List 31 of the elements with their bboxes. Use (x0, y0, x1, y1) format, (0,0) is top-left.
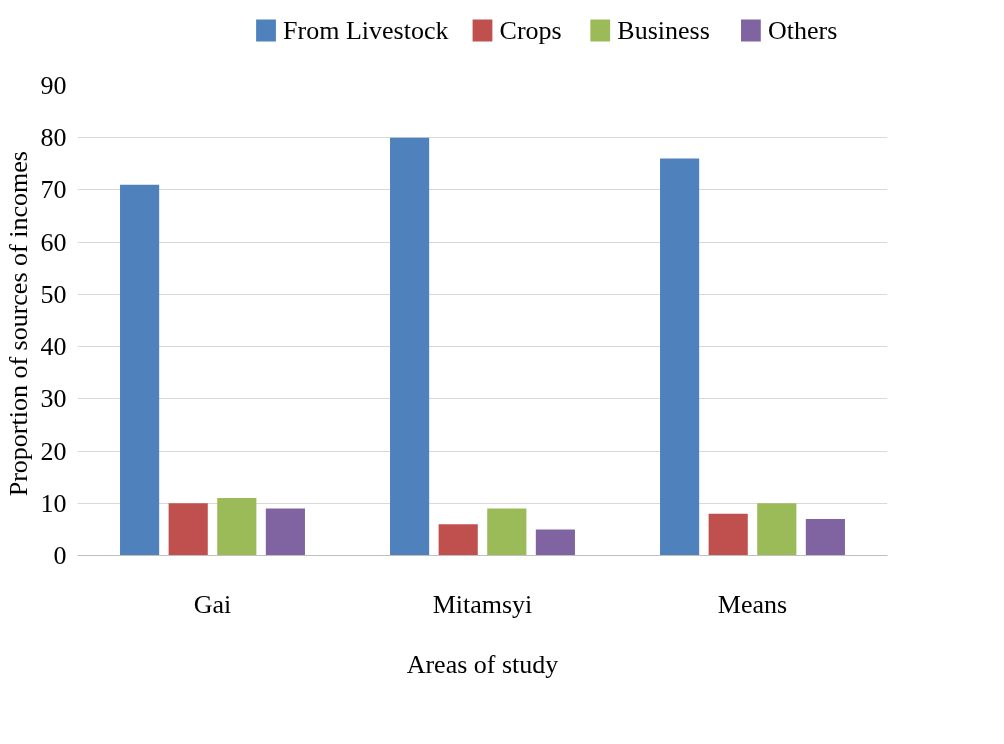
bar (438, 524, 478, 556)
bar (487, 508, 527, 556)
y-tick-label: 50 (40, 279, 67, 309)
x-tick-label: Gai (193, 589, 232, 619)
x-tick-label: Means (717, 589, 788, 619)
y-tick-label: 20 (40, 436, 67, 466)
bar (660, 158, 700, 556)
bar (535, 529, 575, 556)
x-axis-title: Areas of study (406, 649, 559, 679)
bar (757, 503, 797, 556)
bar (217, 498, 257, 556)
bar (805, 518, 845, 556)
bar (168, 503, 208, 556)
legend-label: From Livestock (283, 16, 449, 45)
y-tick-label: 30 (40, 384, 67, 414)
y-tick-label: 60 (40, 227, 67, 257)
y-tick-label: 80 (40, 123, 67, 153)
legend-label: Crops (499, 16, 562, 45)
bar (265, 508, 305, 556)
legend-label: Others (767, 16, 838, 45)
bar (120, 184, 160, 556)
x-tick-label: Mitamsyi (432, 589, 533, 619)
y-axis-title: Proportion of sources of incomes (3, 151, 33, 497)
y-tick-label: 90 (40, 71, 67, 100)
bar (390, 137, 430, 556)
legend-label: Business (617, 16, 710, 45)
bar (708, 513, 748, 556)
y-tick-label: 40 (40, 332, 67, 362)
y-tick-label: 70 (40, 175, 67, 205)
y-tick-label: 0 (53, 541, 67, 570)
y-tick-label: 10 (40, 488, 67, 518)
